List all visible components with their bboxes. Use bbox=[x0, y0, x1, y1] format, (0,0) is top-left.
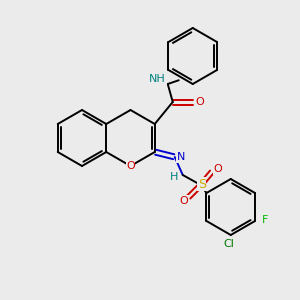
Text: H: H bbox=[169, 172, 178, 182]
Text: S: S bbox=[198, 178, 206, 190]
Text: N: N bbox=[177, 152, 185, 162]
Text: O: O bbox=[213, 164, 222, 174]
Text: O: O bbox=[126, 161, 135, 171]
Text: F: F bbox=[262, 215, 268, 225]
Text: NH: NH bbox=[149, 74, 166, 84]
Text: Cl: Cl bbox=[223, 239, 234, 249]
Text: O: O bbox=[179, 196, 188, 206]
Text: O: O bbox=[195, 97, 204, 107]
